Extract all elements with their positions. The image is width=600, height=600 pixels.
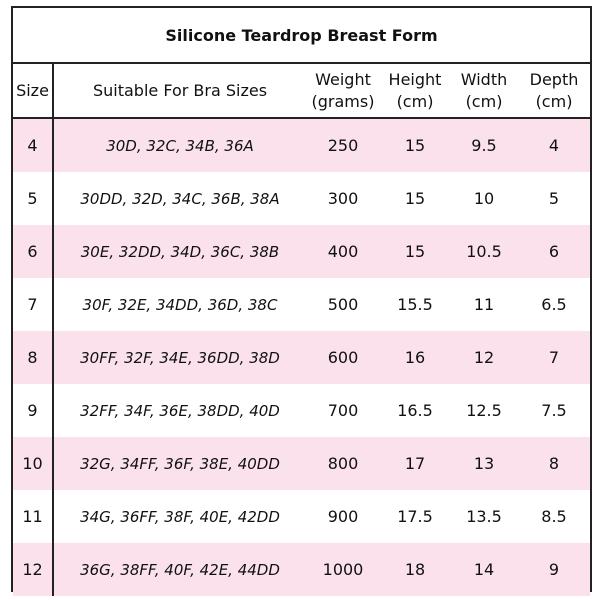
- table-row: 8 30FF, 32F, 34E, 36DD, 38D 600 16 12 7: [13, 331, 590, 384]
- header-height-unit: (cm): [396, 91, 434, 111]
- header-size: Size: [13, 64, 54, 117]
- cell-size: 5: [13, 172, 54, 225]
- table-row: 7 30F, 32E, 34DD, 36D, 38C 500 15.5 11 6.5: [13, 278, 590, 331]
- cell-weight: 1000: [322, 559, 364, 579]
- cell-bra: 30FF, 32F, 34E, 36DD, 38D: [80, 348, 280, 367]
- cell-height: 16: [404, 347, 426, 367]
- cell-size: 10: [13, 437, 54, 490]
- cell-depth: 9: [548, 559, 560, 579]
- table-row: 10 32G, 34FF, 36F, 38E, 40DD 800 17 13 8: [13, 437, 590, 490]
- cell-weight: 250: [327, 135, 359, 155]
- header-width: Width (cm): [450, 69, 518, 113]
- cell-height: 15: [404, 135, 426, 155]
- cell-size: 11: [13, 490, 54, 543]
- cell-height: 15: [404, 188, 426, 208]
- cell-size: 9: [13, 384, 54, 437]
- table-row: 6 30E, 32DD, 34D, 36C, 38B 400 15 10.5 6: [13, 225, 590, 278]
- header-depth-unit: (cm): [535, 91, 573, 111]
- header-height: Height (cm): [380, 69, 450, 113]
- header-row: Size Suitable For Bra Sizes Weight (grams…: [13, 64, 590, 119]
- cell-height: 17: [404, 453, 426, 473]
- cell-weight: 500: [327, 294, 359, 314]
- cell-size: 12: [13, 543, 54, 596]
- cell-weight: 300: [327, 188, 359, 208]
- cell-depth: 8: [548, 453, 560, 473]
- header-bra-sizes: Suitable For Bra Sizes: [92, 80, 268, 100]
- cell-bra: 30E, 32DD, 34D, 36C, 38B: [80, 242, 280, 261]
- table-body: 4 30D, 32C, 34B, 36A 250 15 9.5 4 5 30DD, 32D, …: [13, 119, 590, 596]
- cell-bra: 30F, 32E, 34DD, 36D, 38C: [82, 295, 278, 314]
- cell-depth: 4: [548, 135, 560, 155]
- table-row: 9 32FF, 34F, 36E, 38DD, 40D 700 16.5 12.5 7.5: [13, 384, 590, 437]
- cell-bra: 36G, 38FF, 40F, 42E, 44DD: [80, 560, 280, 579]
- cell-bra: 32FF, 34F, 36E, 38DD, 40D: [80, 401, 280, 420]
- header-depth-label: Depth: [529, 69, 579, 89]
- cell-width: 10: [473, 188, 495, 208]
- cell-bra: 30DD, 32D, 34C, 36B, 38A: [80, 189, 280, 208]
- table-row: 11 34G, 36FF, 38F, 40E, 42DD 900 17.5 13.5 8.…: [13, 490, 590, 543]
- cell-weight: 400: [327, 241, 359, 261]
- cell-width: 11: [473, 294, 495, 314]
- cell-depth: 6: [548, 241, 560, 261]
- table-row: 4 30D, 32C, 34B, 36A 250 15 9.5 4: [13, 119, 590, 172]
- cell-width: 12: [473, 347, 495, 367]
- cell-height: 17.5: [397, 506, 433, 526]
- cell-width: 13: [473, 453, 495, 473]
- header-weight-label: Weight: [315, 69, 371, 89]
- cell-size: 8: [13, 331, 54, 384]
- table-title: Silicone Teardrop Breast Form: [13, 8, 590, 64]
- cell-depth: 7: [548, 347, 560, 367]
- header-weight-unit: (grams): [311, 91, 375, 111]
- cell-size: 4: [13, 119, 54, 172]
- cell-depth: 5: [548, 188, 560, 208]
- size-chart-table: Silicone Teardrop Breast Form Size Suita…: [11, 6, 592, 596]
- cell-bra: 30D, 32C, 34B, 36A: [106, 136, 254, 155]
- cell-height: 15.5: [397, 294, 433, 314]
- cell-width: 10.5: [466, 241, 502, 261]
- header-width-unit: (cm): [465, 91, 503, 111]
- table-row: 12 36G, 38FF, 40F, 42E, 44DD 1000 18 14 9: [13, 543, 590, 596]
- header-weight: Weight (grams): [306, 69, 380, 113]
- cell-depth: 7.5: [541, 400, 567, 420]
- cell-size: 7: [13, 278, 54, 331]
- cell-width: 14: [473, 559, 495, 579]
- cell-height: 16.5: [397, 400, 433, 420]
- cell-bra: 32G, 34FF, 36F, 38E, 40DD: [80, 454, 280, 473]
- cell-depth: 8.5: [541, 506, 567, 526]
- header-width-label: Width: [460, 69, 508, 89]
- header-height-label: Height: [388, 69, 442, 89]
- cell-width: 13.5: [466, 506, 502, 526]
- cell-depth: 6.5: [541, 294, 567, 314]
- cell-height: 15: [404, 241, 426, 261]
- header-depth: Depth (cm): [518, 69, 590, 113]
- cell-weight: 700: [327, 400, 359, 420]
- cell-bra: 34G, 36FF, 38F, 40E, 42DD: [80, 507, 280, 526]
- cell-weight: 900: [327, 506, 359, 526]
- cell-weight: 600: [327, 347, 359, 367]
- cell-width: 9.5: [471, 135, 497, 155]
- cell-width: 12.5: [466, 400, 502, 420]
- table-row: 5 30DD, 32D, 34C, 36B, 38A 300 15 10 5: [13, 172, 590, 225]
- cell-weight: 800: [327, 453, 359, 473]
- cell-size: 6: [13, 225, 54, 278]
- cell-height: 18: [404, 559, 426, 579]
